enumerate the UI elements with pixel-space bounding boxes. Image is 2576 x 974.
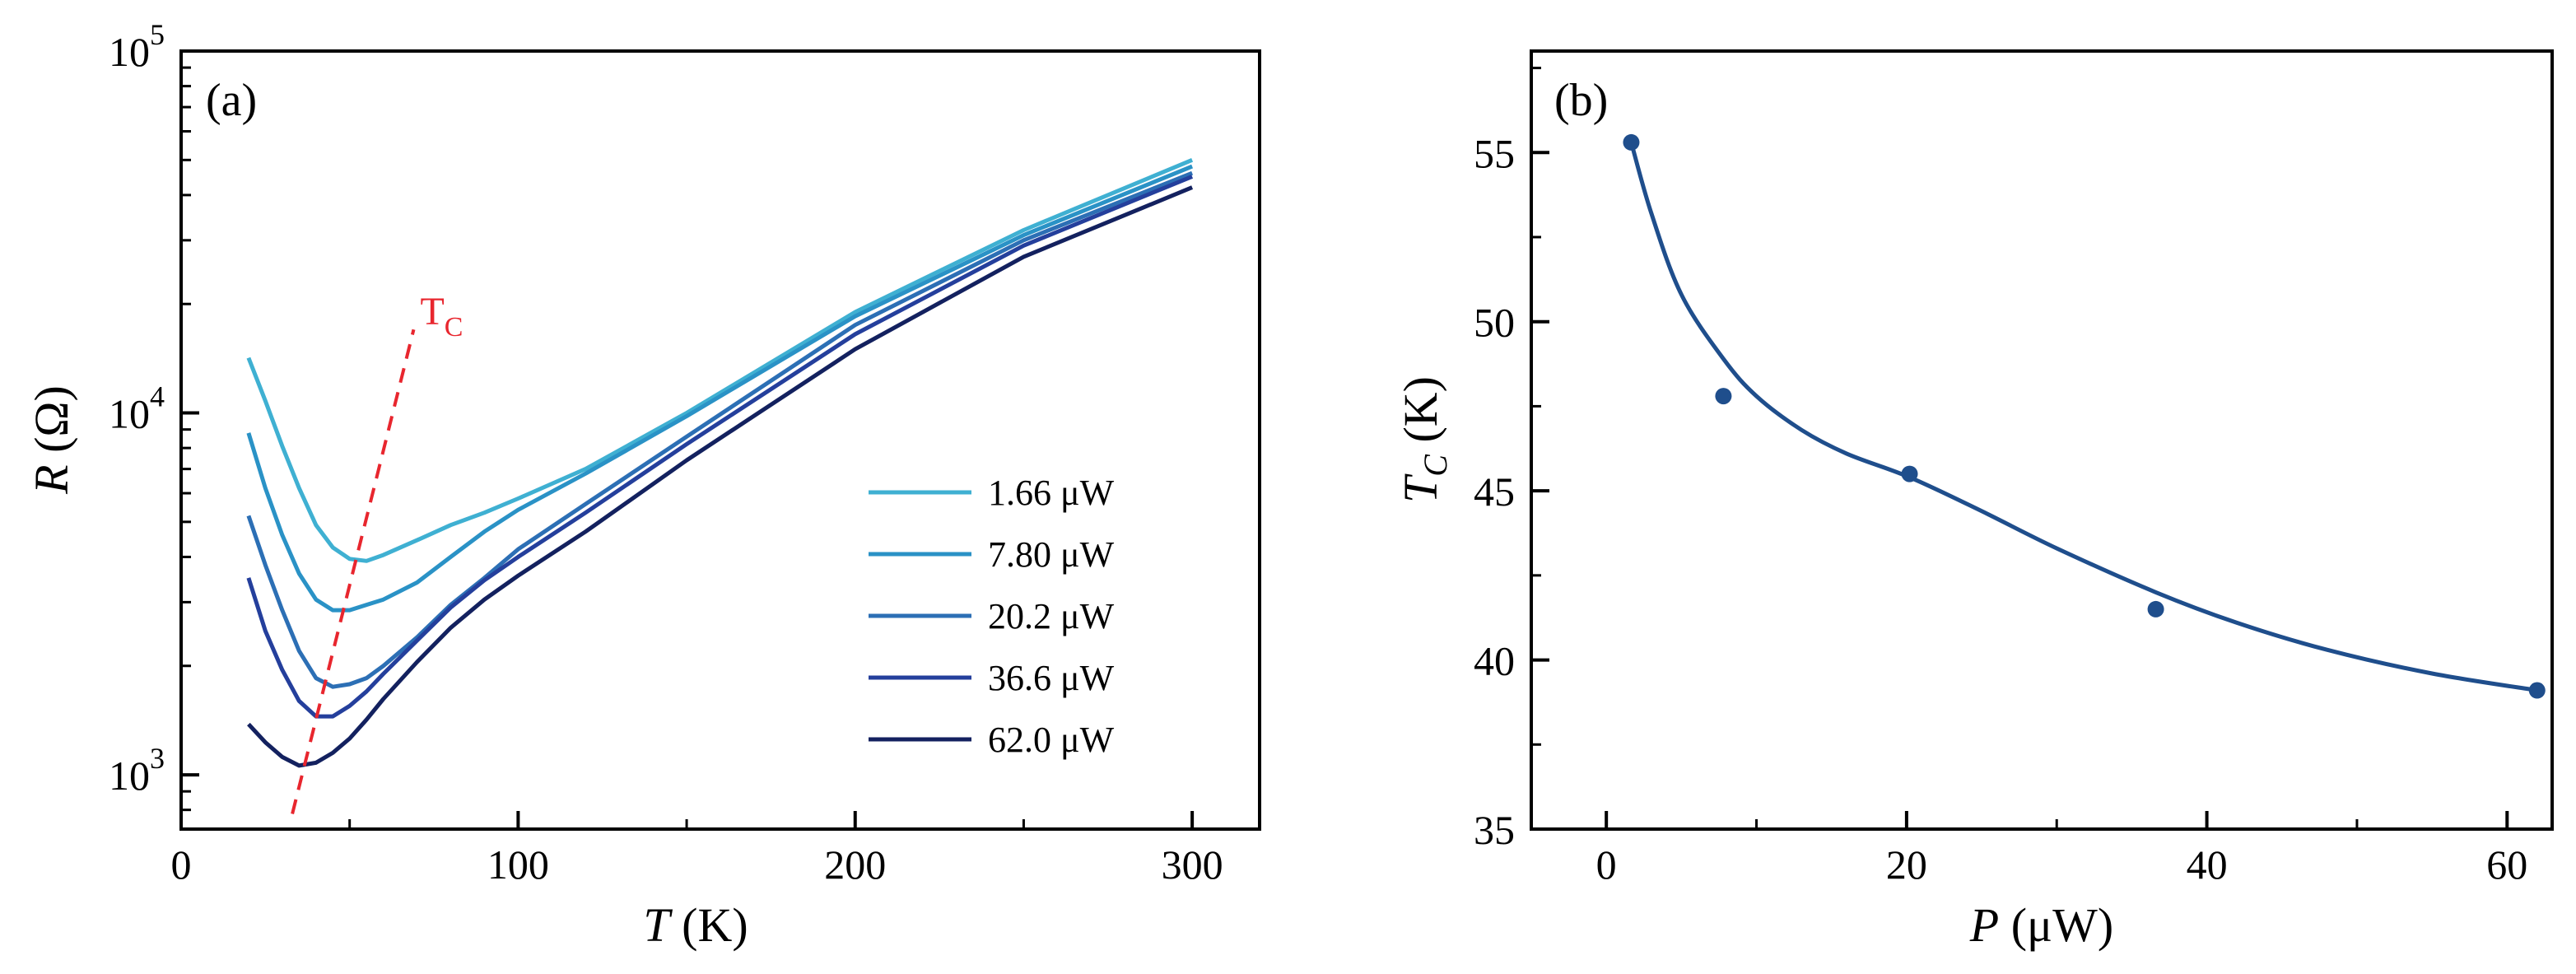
- panel-b-x-tick-label: 0: [1596, 841, 1617, 888]
- panel-a-ticks: [179, 49, 1195, 829]
- panel-a-tick-labels: 0 100 200 300 103 104 105: [109, 18, 1223, 888]
- panel-a-legend-label-1: 7.80 μW: [988, 534, 1115, 575]
- panel-b-tc-vs-power: (b) 0 20 40 60 35 40 45 50 55 P (μW) TC (K): [1394, 49, 2554, 952]
- panel-b-y-tick-label: 55: [1474, 130, 1515, 176]
- panel-b-x-tick-label: 20: [1886, 841, 1927, 888]
- panel-b-ticks: [1531, 67, 2509, 831]
- panel-a-plot-frame: [179, 49, 1261, 831]
- panel-a-tc-dashed-line: [291, 329, 416, 814]
- panel-a-label: (a): [206, 75, 257, 126]
- panel-b-data-point-1: [1715, 388, 1732, 405]
- panel-a-y-axis-label: R (Ω): [25, 385, 78, 495]
- panel-b-fit-curve: [1628, 142, 2538, 692]
- panel-b-data-point-4: [2528, 682, 2546, 699]
- panel-a-x-tick-label: 200: [824, 841, 886, 888]
- panel-b-tick-labels: 0 20 40 60 35 40 45 50 55: [1474, 130, 2527, 888]
- panel-a-y-tick-label: 103: [109, 742, 165, 799]
- panel-a-x-tick-label: 0: [171, 841, 192, 888]
- panel-b-x-axis-label: P (μW): [1969, 898, 2113, 952]
- panel-b-data-points: [1623, 133, 2546, 699]
- panel-a-tc-label: TC: [420, 290, 463, 343]
- panel-b-y-axis-label: TC (K): [1394, 376, 1454, 503]
- panel-a-legend-label-4: 62.0 μW: [988, 720, 1115, 760]
- panel-b-data-point-0: [1623, 133, 1640, 151]
- panel-a-series-line-2: [246, 170, 1194, 689]
- panel-b-x-tick-label: 40: [2187, 841, 2228, 888]
- panel-a-legend-label-3: 36.6 μW: [988, 658, 1115, 698]
- panel-b-x-tick-label: 60: [2486, 841, 2527, 888]
- panel-a-series-line-4: [247, 185, 1194, 768]
- panel-b-data-point-2: [1901, 465, 1918, 482]
- panel-a-legend: 1.66 μW 7.80 μW 20.2 μW 36.6 μW 62.0 μW: [869, 473, 1115, 760]
- panel-a-tc-annotation: TC: [291, 290, 463, 814]
- panel-a-y-tick-label: 104: [109, 380, 165, 437]
- panel-a-y-tick-label: 105: [109, 18, 165, 75]
- panel-a-legend-label-0: 1.66 μW: [988, 473, 1115, 513]
- panel-a-x-axis-label: T (K): [643, 898, 748, 952]
- panel-b-y-tick-label: 35: [1474, 807, 1515, 853]
- panel-a-series-line-1: [246, 164, 1194, 613]
- panel-b-data-point-3: [2147, 600, 2164, 617]
- panel-a-legend-label-2: 20.2 μW: [988, 596, 1115, 636]
- panel-a-series-lines: [246, 157, 1194, 768]
- panel-b-plot-frame: [1530, 49, 2554, 831]
- panel-b-label: (b): [1554, 75, 1608, 126]
- panel-a-series-line-3: [246, 175, 1194, 719]
- panel-b-fit-line: [1628, 142, 2538, 692]
- panel-b-y-tick-label: 45: [1474, 468, 1515, 515]
- panel-a-x-tick-label: 100: [487, 841, 549, 888]
- panel-a-series-line-0: [246, 157, 1194, 563]
- panel-a-resistance-vs-temperature: (a) 0 100 200 300 103 104 105 TC 1.66 μW 7.80 μ…: [25, 18, 1261, 952]
- panel-b-y-tick-label: 40: [1474, 638, 1515, 684]
- panel-b-y-tick-label: 50: [1474, 300, 1515, 346]
- panel-a-x-tick-label: 300: [1162, 841, 1223, 888]
